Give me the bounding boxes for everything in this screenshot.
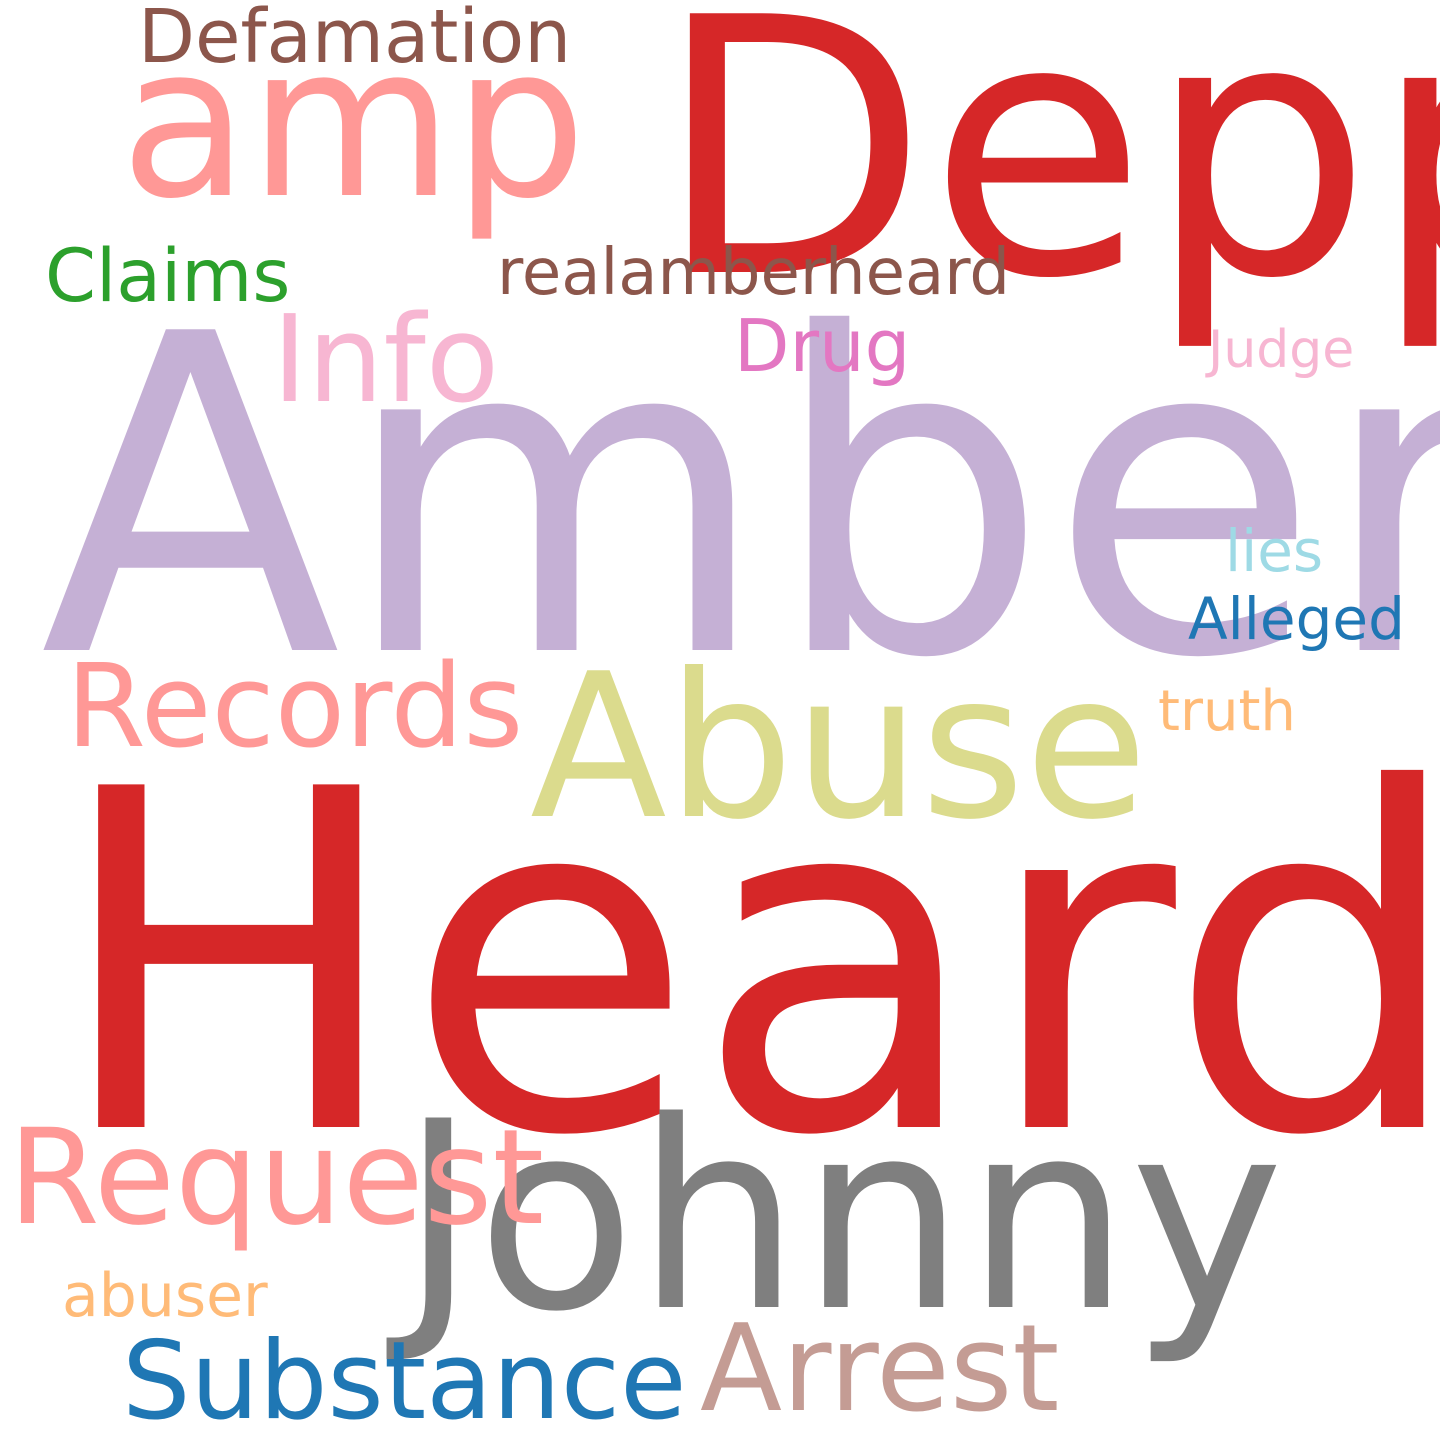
word-truth: truth: [1158, 679, 1296, 744]
word-defamation: Defamation: [138, 0, 572, 80]
word-abuse: Abuse: [530, 631, 1148, 864]
word-drug: Drug: [734, 304, 911, 388]
word-abuser: abuser: [62, 1261, 268, 1331]
word-alleged: Alleged: [1188, 585, 1405, 653]
word-amber: Amber: [40, 242, 1440, 754]
word-judge: Judge: [1208, 320, 1355, 380]
word-claims: Claims: [45, 234, 291, 319]
word-lies: lies: [1225, 517, 1324, 585]
word-depp: Depp: [655, 0, 1440, 356]
word-heard: Heard: [52, 691, 1440, 1238]
word-info: Info: [272, 291, 500, 430]
word-arrest: Arrest: [700, 1300, 1060, 1439]
word-amp: amp: [120, 0, 587, 245]
word-request: Request: [8, 1101, 545, 1255]
word-substance: Substance: [122, 1319, 687, 1440]
word-johnny: Johnny: [400, 1067, 1284, 1369]
word-records: Records: [66, 640, 524, 774]
word-realamberheard: realamberheard: [497, 236, 1010, 310]
